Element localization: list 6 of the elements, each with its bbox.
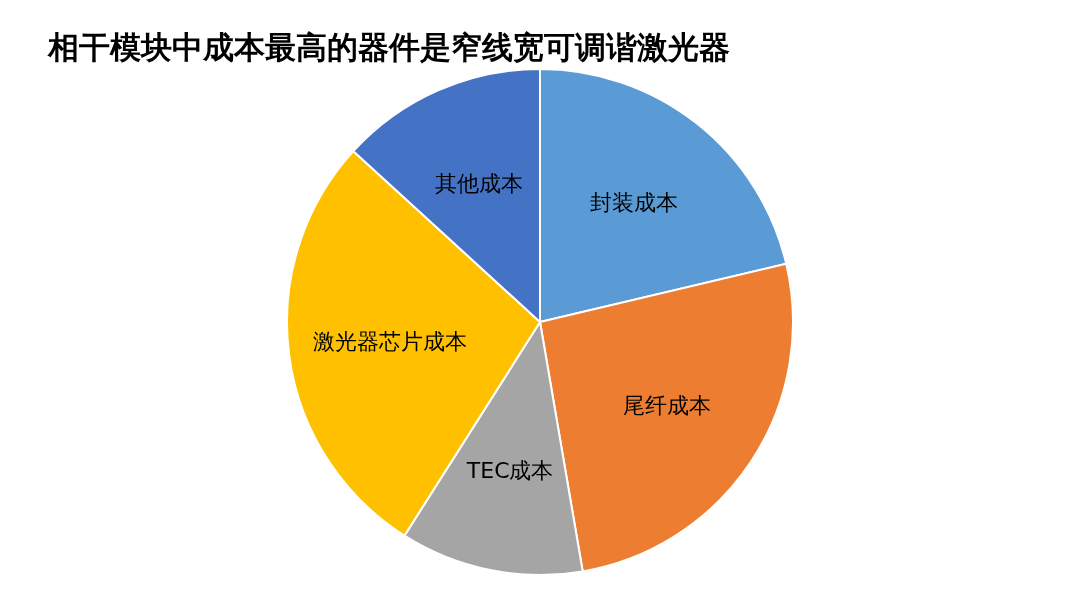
- slice-label: 尾纤成本: [622, 393, 711, 419]
- slice-label: 激光器芯片成本: [312, 329, 467, 355]
- chart-title: 相干模块中成本最高的器件是窄线宽可调谐激光器: [47, 29, 730, 65]
- slice-label: 封装成本: [590, 190, 679, 216]
- slice-label: TEC成本: [465, 458, 554, 484]
- slice-label: 其他成本: [434, 170, 523, 196]
